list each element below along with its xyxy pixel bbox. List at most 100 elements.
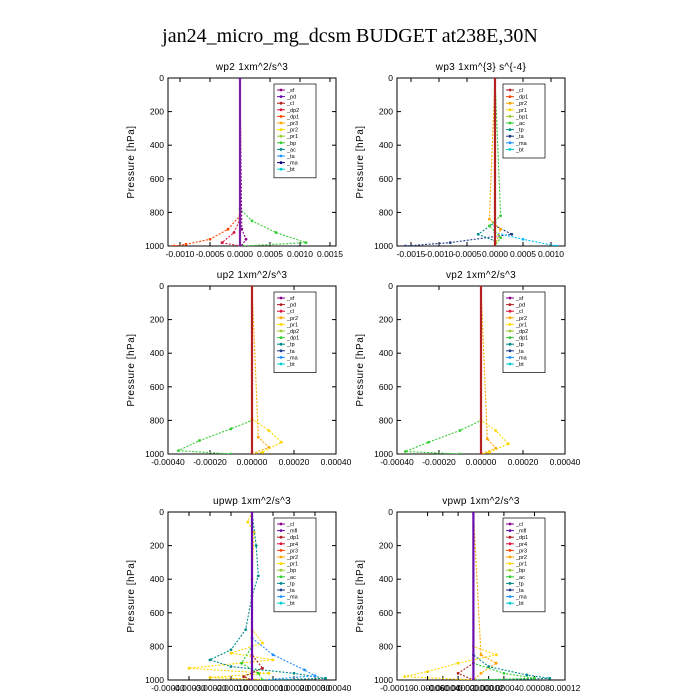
y-tick-label: 1000 [145, 241, 164, 251]
y-tick-label: 400 [379, 574, 393, 584]
x-tick-label: -0.00010 [214, 683, 248, 693]
profile-line [405, 286, 482, 454]
legend-swatch-marker [508, 296, 512, 300]
legend-swatch-marker [279, 562, 283, 565]
legend-swatch-marker [279, 575, 283, 579]
x-tick-label: -0.00006 [411, 683, 445, 693]
legend-swatch-marker [279, 88, 283, 92]
profile-group [404, 78, 558, 246]
profile-group [403, 512, 552, 680]
x-tick-label: -0.00040 [151, 683, 185, 693]
legend-entry: _ac [286, 575, 296, 581]
legend-swatch-marker [508, 134, 512, 138]
legend-entry: _pr1 [286, 322, 298, 328]
legend-entry: _ta [286, 588, 296, 594]
profile-point [244, 628, 248, 631]
legend-swatch-marker [508, 329, 512, 333]
legend-swatch-marker [279, 167, 283, 171]
legend-swatch-marker [279, 323, 283, 326]
legend-entry: _cl [286, 522, 294, 528]
profile-point [506, 442, 510, 446]
legend-entry: _dp1 [515, 535, 528, 541]
y-tick-label: 1000 [145, 675, 164, 685]
legend-swatch-marker [508, 148, 512, 151]
y-axis-label: Pressure [hPa] [355, 125, 366, 198]
legend-swatch-marker [279, 141, 283, 145]
profile-point [220, 241, 224, 245]
profile-point [172, 244, 176, 246]
legend-entry: _pd [286, 303, 296, 309]
profile-point [250, 678, 254, 680]
y-tick-label: 400 [150, 348, 164, 358]
legend-entry: _ta [286, 154, 296, 160]
legend-swatch-marker [508, 115, 512, 118]
legend-swatch-marker [508, 342, 512, 346]
legend-swatch-marker [508, 562, 512, 565]
y-tick-label: 400 [150, 140, 164, 150]
profile-point [493, 244, 497, 246]
profile-point [229, 648, 233, 652]
legend-entry: _ma [286, 595, 299, 601]
y-tick-label: 200 [150, 541, 164, 551]
profile-line [472, 512, 498, 680]
profile-point [250, 452, 254, 454]
legend-entry: _ac [515, 121, 525, 127]
legend-entry: _pr4 [286, 542, 298, 548]
profile-point [280, 440, 283, 444]
y-tick-label: 400 [150, 574, 164, 584]
x-tick-label: -0.0005 [453, 249, 482, 259]
profile-group [176, 286, 283, 454]
legend-swatch-marker [279, 535, 283, 539]
y-tick-label: 800 [150, 641, 164, 651]
profile-line [456, 512, 474, 680]
legend-entry: _bp [515, 568, 525, 574]
legend-swatch-marker [279, 316, 283, 320]
legend-entry: _cl [515, 522, 523, 528]
x-tick-label: -0.00030 [172, 683, 206, 693]
legend-entry: _sf [286, 296, 295, 302]
legend-swatch-marker [508, 582, 512, 585]
profile-point [525, 673, 529, 677]
profile-point [533, 676, 536, 680]
profile-point [240, 661, 243, 665]
x-tick-label: -0.00004 [426, 683, 460, 693]
legend-swatch-marker [279, 601, 283, 605]
x-tick-label: 0.00010 [258, 683, 289, 693]
profile-point [548, 676, 552, 680]
legend-swatch-marker [279, 549, 283, 552]
profile-point [324, 676, 327, 680]
legend-swatch-marker [279, 148, 283, 151]
legend-swatch-marker [508, 336, 512, 339]
legend-entry: _ma [286, 161, 299, 167]
legend-swatch-marker [508, 535, 512, 539]
profile-line [488, 78, 502, 246]
legend-entry: _cl [515, 309, 523, 315]
legend-swatch-marker [279, 309, 283, 313]
legend: _cl_mfl_dp1_pr4_pr3_pr2_pr1_bp_ac_tp_ta_… [273, 517, 317, 613]
y-tick-label: 200 [379, 541, 393, 551]
legend-entry: _pr1 [515, 322, 527, 328]
profile-point [499, 236, 502, 240]
profile-point [313, 674, 317, 678]
legend-swatch-marker [508, 108, 512, 112]
figure-title: jan24_micro_mg_dcsm BUDGET at238E,30N [161, 25, 538, 47]
profile-point [246, 520, 250, 524]
legend-entry: _dp1 [515, 95, 528, 101]
y-axis-label: Pressure [hPa] [126, 333, 137, 406]
profile-point [271, 658, 275, 662]
x-tick-label: -0.00040 [151, 457, 185, 467]
legend-entry: _cl [286, 309, 294, 315]
legend-swatch-marker [279, 362, 283, 366]
y-tick-label: 600 [150, 608, 164, 618]
y-tick-label: 1000 [374, 241, 393, 251]
profile-point [187, 666, 191, 670]
chart-title: up2 1xm^2/s^3 [217, 270, 288, 281]
profile-point [487, 665, 491, 668]
legend-swatch-marker [279, 296, 283, 300]
profile-point [184, 242, 188, 246]
legend-entry: _tp [286, 342, 295, 348]
profile-point [238, 78, 242, 80]
profile-point [488, 450, 491, 454]
legend-entry: _pr2 [515, 555, 527, 561]
